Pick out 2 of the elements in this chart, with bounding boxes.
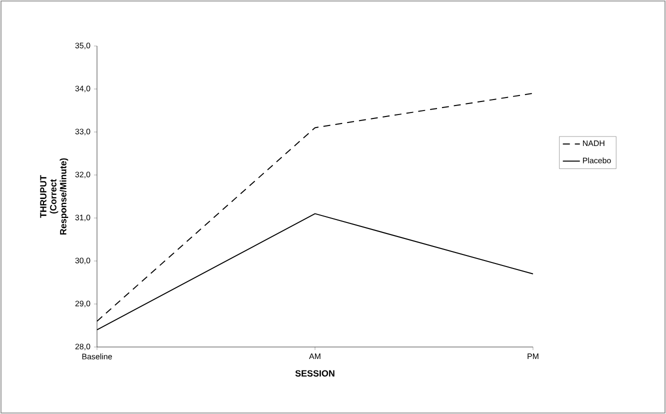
y-axis-title: THRUPUT (Correct Response/Minute) — [40, 158, 68, 235]
x-axis-title: SESSION — [295, 370, 334, 377]
